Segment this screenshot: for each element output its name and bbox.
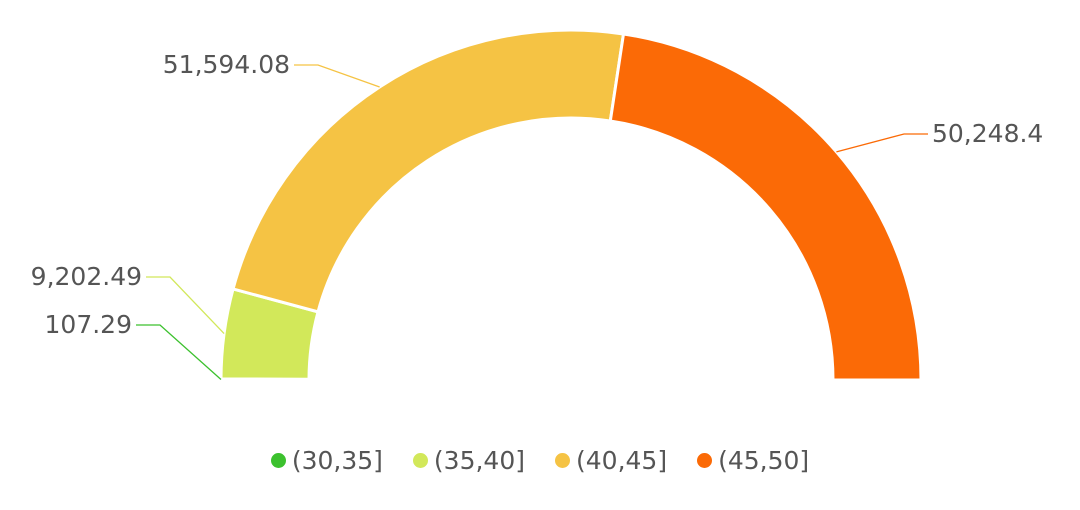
data-label-0: 107.29 xyxy=(45,310,132,339)
legend: (30,35] (35,40] (40,45] (45,50] xyxy=(0,446,1080,475)
legend-item-1[interactable]: (35,40] xyxy=(412,446,525,475)
legend-label: (40,45] xyxy=(576,446,668,475)
legend-dot-icon xyxy=(412,453,428,468)
data-label-3: 50,248.4 xyxy=(932,119,1043,148)
legend-dot-icon xyxy=(270,453,286,468)
slice-3 xyxy=(608,32,923,382)
legend-dot-icon xyxy=(555,453,570,468)
legend-item-3[interactable]: (45,50] xyxy=(697,446,809,475)
legend-label: (35,40] xyxy=(433,446,525,475)
legend-label: (30,35] xyxy=(291,446,383,475)
leader-line-2 xyxy=(294,64,380,88)
data-label-1: 9,202.49 xyxy=(31,262,142,291)
legend-label: (45,50] xyxy=(718,446,810,475)
legend-dot-icon xyxy=(697,453,713,468)
data-label-2: 51,594.08 xyxy=(163,50,290,79)
leader-line-3 xyxy=(836,133,928,153)
leader-line-0 xyxy=(136,324,222,380)
legend-item-2[interactable]: (40,45] xyxy=(555,446,667,475)
slice-2 xyxy=(231,28,626,314)
leader-line-1 xyxy=(146,276,225,335)
legend-item-0[interactable]: (30,35] xyxy=(270,446,383,475)
